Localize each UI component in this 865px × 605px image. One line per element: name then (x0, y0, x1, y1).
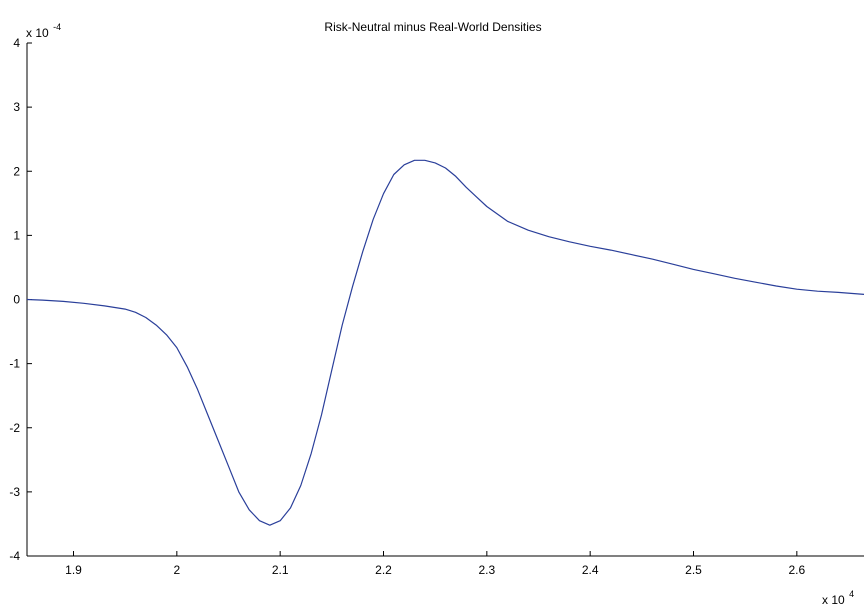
y-multiplier-exponent: -4 (53, 22, 61, 32)
x-tick-label: 2 (173, 563, 180, 577)
axes (26, 43, 864, 557)
y-ticks: -4 -3 -2 -1 0 1 2 3 4 (9, 36, 32, 563)
y-axis-multiplier: x 10 -4 (26, 22, 61, 41)
x-tick-label: 2.6 (788, 563, 805, 577)
x-axis-multiplier: x 10 4 (822, 589, 854, 605)
x-tick-label: 2.2 (375, 563, 392, 577)
y-tick-label: 3 (13, 100, 20, 114)
y-tick-label: 0 (13, 293, 20, 307)
x-tick-label: 2.5 (685, 563, 702, 577)
y-tick-label: 1 (13, 228, 20, 242)
x-tick-label: 2.3 (478, 563, 495, 577)
series-group (26, 159, 865, 526)
x-multiplier-exponent: 4 (849, 589, 854, 599)
y-tick-label: -3 (9, 485, 20, 499)
y-tick-label: -4 (9, 549, 20, 563)
x-tick-label: 2.1 (272, 563, 289, 577)
y-multiplier-base: x 10 (26, 26, 49, 40)
x-tick-label: 1.9 (65, 563, 82, 577)
y-tick-label: -1 (9, 357, 20, 371)
y-tick-label: -2 (9, 421, 20, 435)
chart-title: Risk-Neutral minus Real-World Densities (324, 20, 541, 34)
y-tick-label: 4 (13, 36, 20, 50)
x-tick-label: 2.4 (582, 563, 599, 577)
x-ticks: 1.9 2 2.1 2.2 2.3 2.4 2.5 2.6 (65, 551, 805, 577)
series-line (26, 159, 865, 526)
y-tick-label: 2 (13, 164, 20, 178)
x-multiplier-base: x 10 (822, 593, 845, 605)
